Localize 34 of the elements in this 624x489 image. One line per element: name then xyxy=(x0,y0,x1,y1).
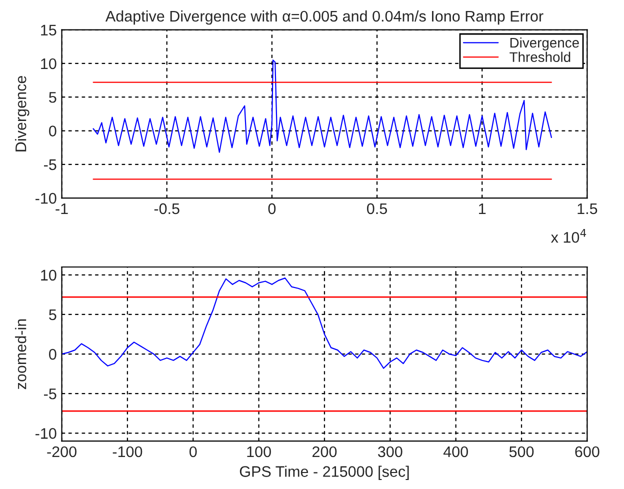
x-tick-label: 100 xyxy=(247,446,271,458)
y-tick-label: 5 xyxy=(49,309,56,320)
x-tick-label: -200 xyxy=(47,446,76,458)
legend-label: Divergence xyxy=(510,37,579,50)
x-tick-label: 200 xyxy=(312,446,337,458)
y-axis-title: zoomed-in xyxy=(15,319,26,390)
y-tick-label: 0 xyxy=(49,126,56,136)
x-tick-label: 300 xyxy=(378,446,402,458)
chart-title: Adaptive Divergence with α=0.005 and 0.04m/s Iono Ramp Error xyxy=(105,10,544,25)
x-tick-label: 600 xyxy=(575,446,600,458)
y-tick-label: 10 xyxy=(41,270,56,281)
y-tick-label: 10 xyxy=(41,58,56,70)
x-tick-label: -1 xyxy=(56,203,68,214)
y-tick-label: 5 xyxy=(49,92,56,103)
y-tick-label: -5 xyxy=(44,159,56,170)
x-tick-label: 400 xyxy=(443,446,468,458)
x-tick-label: 0 xyxy=(189,446,197,458)
x-tick-label: 0.5 xyxy=(367,203,387,214)
x-tick-label: -100 xyxy=(112,446,142,458)
y-tick-label: -10 xyxy=(36,192,56,204)
x-tick-label: 1 xyxy=(479,203,486,214)
y-tick-label: 0 xyxy=(49,348,56,360)
y-tick-label: 15 xyxy=(41,24,56,36)
x-tick-label: 500 xyxy=(509,446,534,458)
x-axis-title: GPS Time - 215000 [sec] xyxy=(240,466,409,480)
line-series xyxy=(62,278,588,369)
y-axis-title: Divergence xyxy=(15,76,30,152)
x-tick-label: 1.5 xyxy=(578,203,598,214)
x-tick-label: -0.5 xyxy=(154,203,180,214)
y-tick-label: -5 xyxy=(44,388,56,400)
legend-label: Threshold xyxy=(510,52,570,62)
text: x 10$^{4}$ xyxy=(550,229,586,243)
x-tick-label: 0 xyxy=(268,203,276,214)
y-tick-label: -10 xyxy=(36,428,56,439)
